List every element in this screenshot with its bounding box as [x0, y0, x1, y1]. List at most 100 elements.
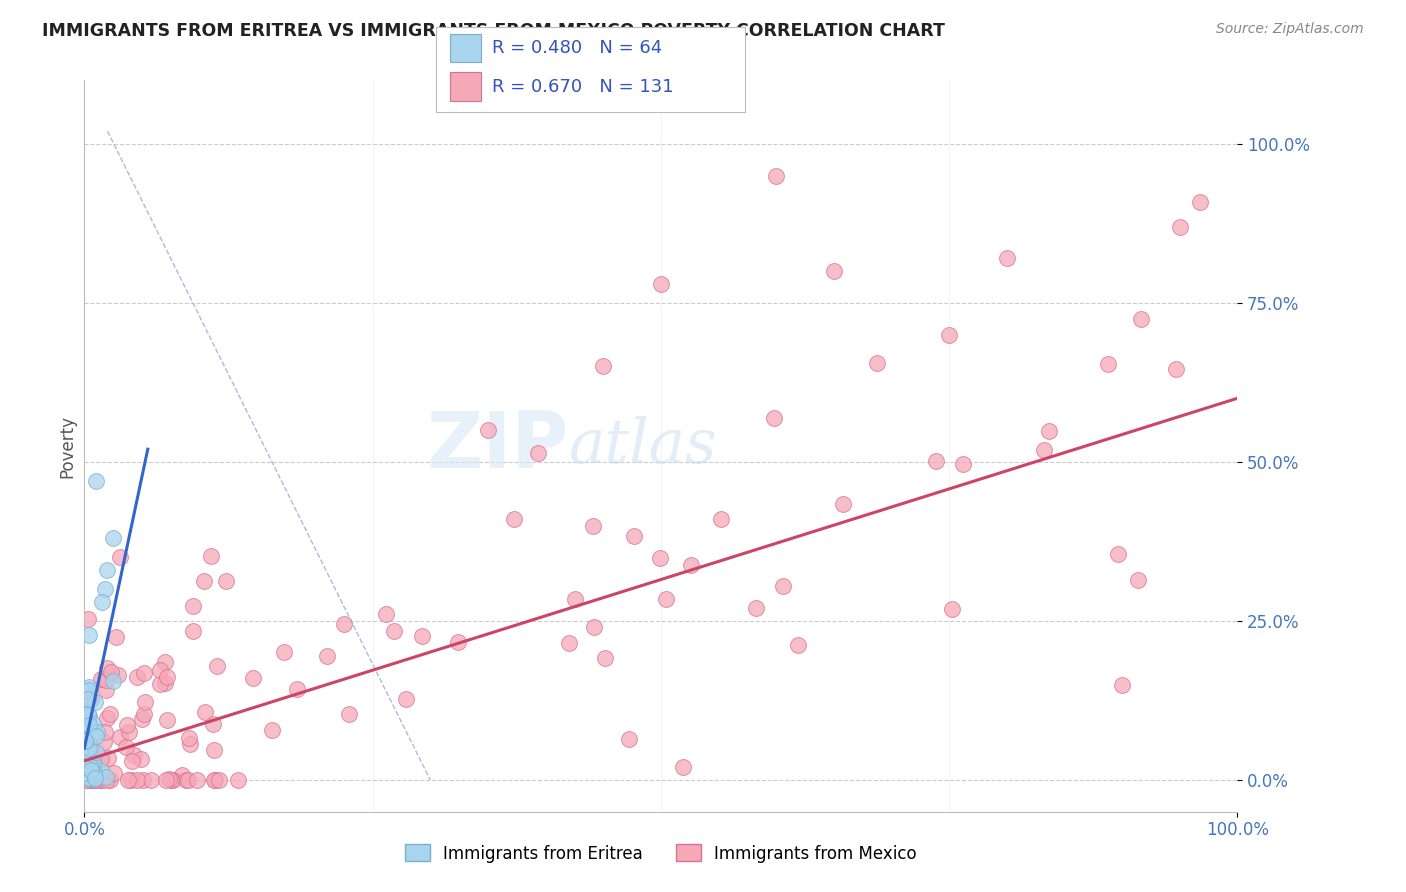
Point — [90, 752, 112, 766]
Point — [103, 531, 124, 545]
Point — [80, 741, 103, 756]
Point — [76, 761, 98, 775]
Point — [124, 747, 146, 762]
Point — [132, 666, 155, 681]
Point — [995, 252, 1018, 266]
Point — [76, 772, 98, 787]
Point — [395, 692, 418, 706]
Point — [82, 772, 104, 786]
Point — [115, 718, 138, 732]
Point — [90, 672, 112, 686]
Point — [79, 718, 101, 732]
Point — [1097, 357, 1119, 371]
Point — [77, 721, 100, 735]
Point — [149, 677, 172, 691]
Point — [941, 602, 963, 616]
Text: atlas: atlas — [568, 416, 717, 476]
Point — [131, 751, 153, 765]
Point — [77, 680, 100, 694]
Point — [80, 759, 103, 773]
Point — [186, 772, 208, 787]
Point — [73, 758, 96, 772]
Point — [82, 757, 104, 772]
Point — [447, 635, 470, 649]
Point — [96, 563, 118, 577]
Point — [73, 760, 96, 774]
Point — [201, 716, 224, 731]
Point — [120, 772, 142, 787]
Point — [131, 772, 153, 787]
Point — [96, 711, 118, 725]
Point — [214, 574, 236, 588]
Point — [80, 692, 103, 706]
Point — [103, 765, 125, 780]
Point — [97, 751, 120, 765]
Point — [181, 624, 204, 638]
Point — [84, 745, 107, 759]
Point — [208, 772, 231, 787]
Point — [134, 695, 156, 709]
Point — [149, 664, 172, 678]
Point — [82, 766, 104, 780]
Point — [82, 753, 104, 767]
Point — [75, 734, 97, 748]
Point — [765, 169, 787, 183]
Point — [1032, 443, 1054, 458]
Point — [73, 716, 96, 731]
Point — [76, 707, 98, 722]
Point — [86, 772, 108, 787]
Point — [156, 670, 179, 684]
Y-axis label: Poverty: Poverty — [58, 415, 76, 477]
Point — [155, 772, 177, 787]
Point — [865, 356, 887, 370]
Point — [204, 743, 226, 757]
Point — [592, 359, 614, 374]
Point — [772, 579, 794, 593]
Point — [75, 769, 97, 783]
Point — [77, 733, 100, 747]
Point — [1168, 219, 1191, 234]
Point — [655, 591, 678, 606]
Point — [650, 277, 672, 291]
Point — [76, 691, 98, 706]
Point — [98, 706, 121, 721]
Point — [121, 754, 143, 768]
Point — [73, 749, 96, 764]
Point — [75, 754, 97, 768]
Text: IMMIGRANTS FROM ERITREA VS IMMIGRANTS FROM MEXICO POVERTY CORRELATION CHART: IMMIGRANTS FROM ERITREA VS IMMIGRANTS FR… — [42, 22, 945, 40]
Point — [162, 772, 184, 787]
Point — [952, 457, 974, 471]
Point — [73, 768, 96, 782]
Point — [96, 772, 118, 787]
Point — [273, 645, 295, 659]
Point — [337, 707, 360, 722]
Point — [75, 760, 97, 774]
Point — [75, 765, 97, 780]
Point — [77, 771, 100, 785]
Point — [79, 628, 101, 642]
Point — [153, 655, 176, 669]
Point — [84, 771, 107, 785]
Point — [125, 772, 148, 787]
Point — [117, 772, 139, 787]
Point — [202, 772, 225, 787]
Point — [924, 454, 946, 468]
Text: R = 0.670   N = 131: R = 0.670 N = 131 — [492, 78, 673, 95]
Point — [77, 772, 100, 787]
Point — [762, 411, 785, 425]
Point — [83, 766, 105, 780]
Legend: Immigrants from Eritrea, Immigrants from Mexico: Immigrants from Eritrea, Immigrants from… — [398, 838, 924, 869]
Point — [156, 713, 179, 727]
Point — [96, 770, 118, 784]
Point — [104, 630, 127, 644]
Point — [80, 767, 103, 781]
Point — [194, 706, 217, 720]
Point — [77, 767, 100, 781]
Point — [73, 706, 96, 721]
Point — [84, 730, 107, 744]
Point — [617, 732, 640, 747]
Point — [650, 551, 672, 566]
Point — [94, 725, 117, 739]
Point — [179, 737, 201, 751]
Point — [94, 682, 117, 697]
